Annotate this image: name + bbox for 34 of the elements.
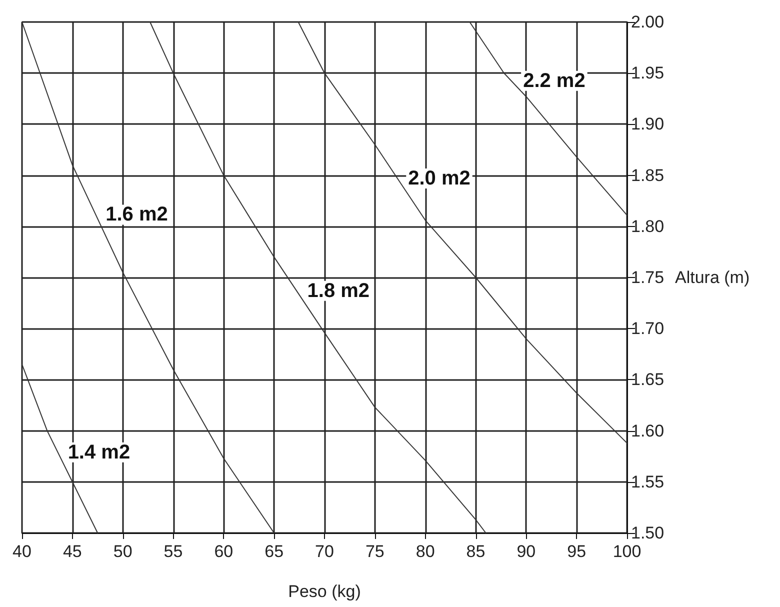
y-tick-label: 1.75 [631, 268, 664, 287]
x-tick-label: 75 [365, 542, 384, 561]
y-tick-label: 1.60 [631, 421, 664, 440]
x-axis-title: Peso (kg) [288, 582, 361, 601]
y-tick-label: 1.55 [631, 472, 664, 492]
x-tick-label: 100 [612, 542, 642, 561]
y-tick-label: 1.90 [631, 114, 664, 134]
x-tick-label: 80 [416, 542, 435, 561]
y-tick-label: 1.50 [631, 524, 664, 542]
line-series [298, 22, 628, 444]
x-tick-label: 50 [113, 542, 132, 561]
series-label: 2.0 m2 [408, 167, 470, 190]
line-series [22, 364, 98, 534]
x-tick-label: 40 [12, 542, 32, 561]
x-tick-label: 70 [315, 542, 334, 561]
line-series [469, 22, 628, 216]
series-label: 1.4 m2 [68, 441, 130, 464]
series-label: 1.6 m2 [106, 204, 168, 226]
series-label: 2.2 m2 [523, 70, 586, 92]
y-tick-label: 2.00 [631, 12, 664, 32]
x-tick-label: 90 [516, 542, 536, 561]
x-tick-label: 55 [164, 542, 183, 561]
x-tick-label: 65 [264, 542, 284, 561]
x-tick-label: 45 [62, 542, 82, 561]
y-tick-label: 1.85 [631, 166, 664, 185]
y-tick-label: 1.70 [631, 319, 664, 338]
y-tick-label: 1.95 [631, 64, 664, 83]
x-tick-label: 85 [466, 542, 486, 561]
series-label: 1.8 m2 [307, 280, 370, 302]
y-tick-label: 1.80 [631, 216, 664, 236]
y-tick-label: 1.65 [631, 370, 664, 390]
x-tick-label: 95 [567, 542, 586, 561]
x-tick-label: 60 [214, 542, 234, 561]
y-axis-title: Altura (m) [675, 268, 750, 287]
